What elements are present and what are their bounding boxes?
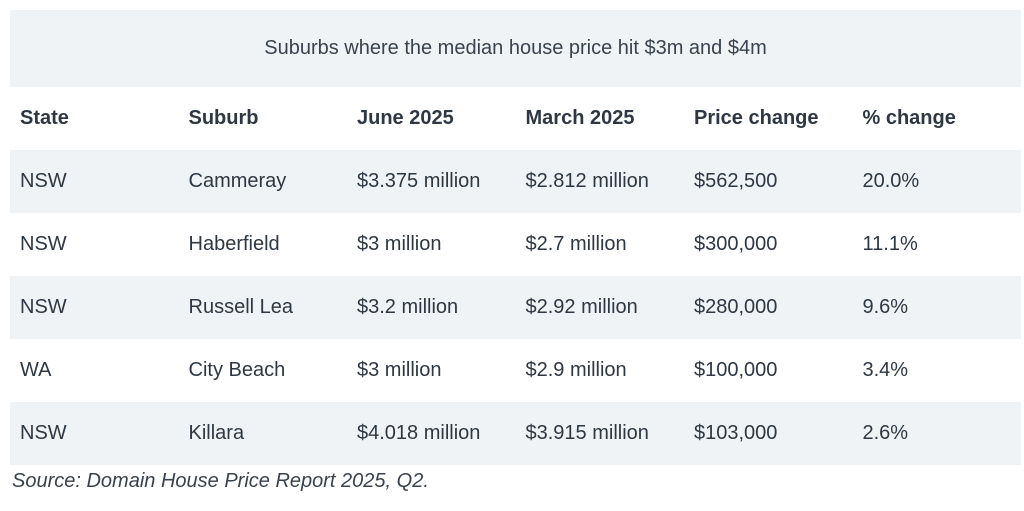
table-cell: $3.375 million	[347, 150, 516, 213]
table-cell: NSW	[10, 402, 179, 465]
column-header: June 2025	[357, 107, 454, 129]
table-cell: $2.92 million	[515, 276, 684, 339]
table-cell: 2.6%	[852, 402, 1021, 465]
table-cell: $3 million	[357, 233, 442, 255]
table-cell: $4.018 million	[347, 402, 516, 465]
table-cell: NSW	[10, 150, 179, 213]
column-header: March 2025	[525, 107, 635, 129]
table-cell: Russell Lea	[178, 276, 347, 339]
table-title: Suburbs where the median house price hit…	[10, 10, 1021, 87]
table-cell: $2.9 million	[525, 359, 627, 381]
column-header: State	[20, 107, 69, 129]
table-head: State Suburb June 2025 March 2025 Price chan…	[10, 87, 1021, 150]
table-cell: $2.7 million	[525, 233, 627, 255]
table-row: NSW Killara $4.018 million $3.915 million $1…	[10, 402, 1021, 465]
table-cell: Killara	[178, 402, 347, 465]
table-cell: $3 million	[357, 359, 442, 381]
column-header: Suburb	[188, 107, 259, 129]
table-row: NSW Cammeray $3.375 million $2.812 million $…	[10, 150, 1021, 213]
table-cell: 9.6%	[852, 276, 1021, 339]
header-row: State Suburb June 2025 March 2025 Price chan…	[10, 87, 1021, 150]
table-cell: $300,000	[694, 233, 778, 255]
table-cell: $100,000	[694, 359, 778, 381]
table-cell: $562,500	[684, 150, 853, 213]
table-cell: Haberfield	[188, 233, 280, 255]
table-cell: $3.915 million	[515, 402, 684, 465]
table-cell: NSW	[10, 276, 179, 339]
table: State Suburb June 2025 March 2025 Price chan…	[10, 87, 1021, 465]
table-row: NSW Haberfield $3 million $2.7 million $300,…	[10, 213, 1021, 276]
table-row: NSW Russell Lea $3.2 million $2.92 million $…	[10, 276, 1021, 339]
table-cell: 11.1%	[862, 233, 918, 255]
column-header: % change	[862, 107, 956, 129]
table-cell: 3.4%	[862, 359, 909, 381]
table-cell: 20.0%	[852, 150, 1021, 213]
table-cell: NSW	[20, 233, 67, 255]
table-cell: WA	[20, 359, 52, 381]
table-body: NSW Cammeray $3.375 million $2.812 million $…	[10, 150, 1021, 465]
column-header: Price change	[694, 107, 819, 129]
table-cell: $2.812 million	[515, 150, 684, 213]
table-container: Suburbs where the median house price hit…	[10, 10, 1021, 465]
source-note: Source: Domain House Price Report 2025, …	[12, 470, 429, 492]
table-cell: $103,000	[684, 402, 853, 465]
table-cell: City Beach	[188, 359, 286, 381]
table-row: WA City Beach $3 million $2.9 million $100,0…	[10, 339, 1021, 402]
table-cell: $3.2 million	[347, 276, 516, 339]
table-cell: $280,000	[684, 276, 853, 339]
table-cell: Cammeray	[178, 150, 347, 213]
